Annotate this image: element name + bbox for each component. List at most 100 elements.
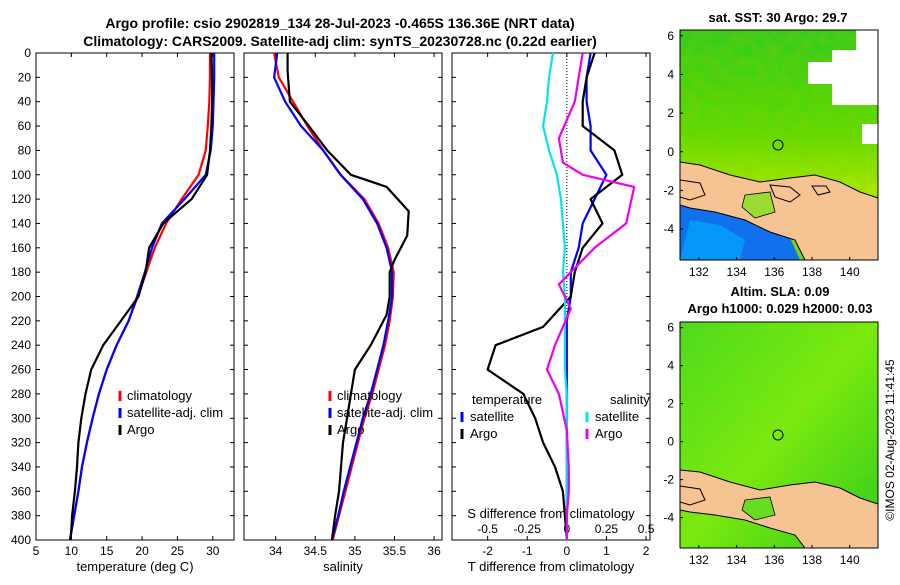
series-line-climatology (273, 52, 395, 541)
series-line-climatology (68, 53, 212, 541)
map-y-tick-label: 2 (667, 397, 674, 411)
y-tick-label: 400 (11, 533, 31, 547)
map-y-tick-label: 0 (667, 435, 674, 449)
x-tick-label: 35.5 (383, 544, 407, 558)
y-tick-label: 180 (11, 265, 31, 279)
y-tick-label: 40 (18, 95, 32, 109)
sla-map-ticks: 132 134 136 138 140 6 4 2 0 -2 -4 (663, 321, 860, 567)
y-tick-label: 280 (11, 387, 31, 401)
map-x-tick-label: 138 (802, 265, 822, 279)
map-x-tick-label: 136 (764, 553, 784, 567)
sst-map-title: sat. SST: 30 Argo: 29.7 (709, 10, 848, 25)
legend-label: Argo (595, 426, 622, 441)
map-x-tick-label: 134 (727, 265, 747, 279)
series-line-salinity-argo (545, 52, 636, 540)
y-tick-label: 260 (11, 363, 31, 377)
timestamp: ©IMOS 02-Aug-2023 11:41:45 (883, 359, 897, 521)
secondary-tick-label: 0.25 (595, 522, 619, 536)
sst-map-frame (679, 29, 879, 261)
bay-lake (741, 496, 776, 521)
legend-label: satellite (595, 409, 639, 424)
land (680, 179, 706, 201)
series-line-temperature-argo (486, 52, 624, 541)
figure-title-line1: Argo profile: csio 2902819_134 28-Jul-20… (105, 15, 574, 31)
map-x-tick-label: 138 (802, 553, 822, 567)
map-x-tick-label: 132 (689, 553, 709, 567)
x-tick-label: 10 (65, 544, 79, 558)
y-tick-label: 320 (11, 436, 31, 450)
y-tick-label: 300 (11, 411, 31, 425)
y-tick-label: 240 (11, 338, 31, 352)
series-line-satellite-adj-clim (68, 53, 216, 541)
legend-label: satellite-adj. clim (337, 405, 433, 420)
sla-map-title-line2: Argo h1000: 0.029 h2000: 0.03 (688, 301, 873, 316)
sst-cloud-gap (862, 124, 878, 144)
x-tick-label: 0 (563, 544, 570, 558)
y-tick-label: 80 (18, 143, 32, 157)
secondary-axis-label: S difference from climatology (467, 506, 635, 521)
map-y-tick-label: -4 (663, 222, 674, 236)
y-tick-label: 140 (11, 216, 31, 230)
x-tick-label: 20 (135, 544, 149, 558)
sla-map-frame (679, 321, 879, 549)
land (680, 485, 706, 506)
x-tick-label: 5 (33, 544, 40, 558)
sla-map-title-line1: Altim. SLA: 0.09 (731, 284, 830, 299)
map-y-tick-label: 4 (667, 67, 674, 81)
y-tick-label: 360 (11, 484, 31, 498)
secondary-tick-label: -0.5 (477, 522, 498, 536)
y-tick-label: 340 (11, 460, 31, 474)
x-tick-label: -1 (522, 544, 533, 558)
sst-map-ticks: 132 134 136 138 140 6 4 2 0 -2 -4 (663, 29, 860, 279)
x-axis-label: T difference from climatology (468, 559, 635, 574)
y-tick-label: 120 (11, 192, 31, 206)
map-y-tick-label: 0 (667, 145, 674, 159)
y-tick-label: 20 (18, 70, 32, 84)
legend-label: satellite-adj. clim (127, 405, 223, 420)
x-tick-label: 2 (643, 544, 650, 558)
map-y-tick-label: 6 (667, 29, 674, 43)
legend-label: Argo (337, 422, 364, 437)
map-x-tick-label: 140 (840, 265, 860, 279)
y-tick-label: 60 (18, 119, 32, 133)
figure-title-line2: Climatology: CARS2009. Satellite-adj cli… (83, 33, 597, 49)
y-tick-label: 160 (11, 241, 31, 255)
land (680, 469, 878, 548)
sst-cool-water (680, 220, 745, 260)
x-tick-label: 1 (603, 544, 610, 558)
legend-label: Argo (470, 426, 497, 441)
sst-cloud-gap (832, 50, 878, 105)
x-tick-label: 15 (100, 544, 114, 558)
y-tick-label: 0 (24, 46, 31, 60)
series-line-temperature-satellite (565, 52, 608, 540)
series-line-argo (69, 52, 214, 541)
secondary-tick-label: 0.5 (638, 522, 655, 536)
map-x-tick-label: 134 (727, 553, 747, 567)
sst-cloud-gap (808, 62, 834, 84)
y-tick-label: 380 (11, 509, 31, 523)
map-x-tick-label: 132 (689, 265, 709, 279)
island (769, 184, 801, 203)
x-tick-label: 25 (171, 544, 185, 558)
bay-lake (741, 191, 776, 219)
argo-location-marker (772, 139, 784, 151)
sst-map: sat. SST: 30 Argo: 29.7 132 134 136 138 140 6… (663, 10, 879, 279)
map-y-tick-label: 2 (667, 106, 674, 120)
x-tick-label: 35 (348, 544, 362, 558)
series-line-satellite-adj-clim (273, 52, 394, 541)
map-x-tick-label: 140 (840, 553, 860, 567)
x-axis-label: temperature (deg C) (76, 559, 193, 574)
legend-label: Argo (127, 422, 154, 437)
map-x-tick-label: 136 (764, 265, 784, 279)
x-axis-label: salinity (323, 559, 363, 574)
x-tick-label: 30 (206, 544, 220, 558)
map-y-tick-label: -2 (663, 473, 674, 487)
secondary-tick-label: -0.25 (514, 522, 542, 536)
legend-label: climatology (127, 388, 193, 403)
sst-cloud-gap (856, 30, 878, 52)
legend-label: climatology (337, 388, 403, 403)
x-tick-label: 34.5 (304, 544, 328, 558)
x-tick-label: 34 (269, 544, 283, 558)
island (811, 185, 831, 196)
